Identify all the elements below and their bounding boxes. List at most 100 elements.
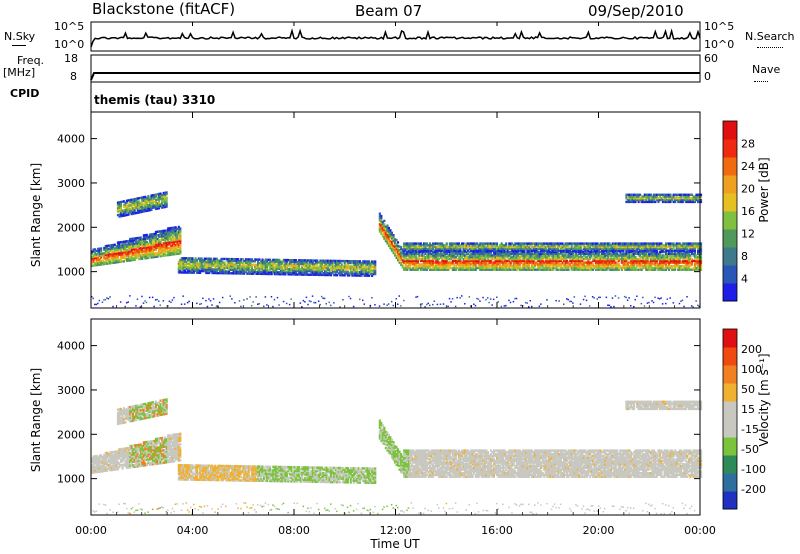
range-cell <box>465 257 468 261</box>
range-cell <box>209 262 212 266</box>
range-cell <box>413 244 416 247</box>
range-cell <box>139 256 142 259</box>
range-cell <box>594 268 597 271</box>
range-cell <box>113 247 116 250</box>
range-cell <box>470 266 473 270</box>
range-cell <box>669 250 672 254</box>
range-cell <box>228 268 231 271</box>
range-cell <box>126 240 129 243</box>
range-cell <box>365 274 368 277</box>
range-cell <box>164 195 167 198</box>
range-cell <box>205 264 208 267</box>
range-cell <box>164 191 167 194</box>
range-cell <box>235 258 238 261</box>
range-cell <box>317 273 320 277</box>
range-cell <box>442 249 445 252</box>
range-cell <box>162 231 165 234</box>
range-cell <box>183 257 186 260</box>
range-cell <box>118 251 121 255</box>
range-cell <box>159 230 162 233</box>
range-cell <box>633 254 636 257</box>
range-cell <box>129 237 132 241</box>
range-cell <box>444 250 447 254</box>
range-cell <box>269 265 272 269</box>
range-cell <box>643 259 646 263</box>
range-cell <box>538 247 541 251</box>
range-cell <box>429 266 432 270</box>
range-cell <box>668 263 671 266</box>
range-cell <box>272 262 275 265</box>
range-cell <box>362 265 365 268</box>
range-cell <box>634 198 637 202</box>
range-cell <box>424 247 427 251</box>
range-cell <box>357 267 360 270</box>
range-cell <box>541 254 544 257</box>
range-cell <box>418 247 421 251</box>
range-cell <box>127 259 130 262</box>
range-cell <box>657 247 660 251</box>
range-cell <box>561 249 564 252</box>
range-cell <box>648 268 651 271</box>
range-cell <box>657 197 660 200</box>
range-cell <box>591 250 594 254</box>
range-cell <box>257 267 260 270</box>
range-cell <box>301 273 304 276</box>
range-cell <box>636 261 639 264</box>
range-cell <box>407 266 410 270</box>
range-cell <box>161 254 164 258</box>
range-cell <box>591 259 594 263</box>
range-cell <box>250 272 253 275</box>
range-cell <box>103 255 106 259</box>
range-cell <box>378 212 381 215</box>
range-cell <box>581 265 584 268</box>
range-cell <box>663 254 666 257</box>
range-cell <box>489 242 492 245</box>
range-cell <box>616 250 619 254</box>
range-cell <box>258 262 261 265</box>
scatter-cell <box>464 303 466 305</box>
range-cell <box>582 245 585 249</box>
range-cell <box>486 250 489 254</box>
range-cell <box>151 197 154 201</box>
range-cell <box>505 256 508 259</box>
range-cell <box>147 247 150 251</box>
range-cell <box>247 270 250 274</box>
scatter-cell <box>313 301 315 304</box>
range-cell <box>123 214 126 217</box>
range-cell <box>118 202 121 206</box>
range-cell <box>607 257 610 261</box>
range-cell <box>594 247 597 251</box>
range-cell <box>345 263 348 266</box>
range-cell <box>639 198 642 202</box>
range-cell <box>249 265 252 268</box>
range-cell <box>121 240 124 244</box>
range-cell <box>593 252 596 255</box>
range-cell <box>307 259 310 262</box>
range-cell <box>278 267 281 270</box>
range-cell <box>366 274 369 277</box>
range-cell <box>602 247 605 251</box>
range-cell <box>521 249 524 252</box>
range-cell <box>611 242 614 245</box>
range-cell <box>392 234 395 237</box>
scatter-cell <box>317 300 320 302</box>
range-cell <box>492 252 495 255</box>
scatter-cell <box>112 305 114 308</box>
range-cell <box>330 266 333 270</box>
range-cell <box>581 256 584 259</box>
range-cell <box>593 259 596 263</box>
range-cell <box>161 235 164 238</box>
range-cell <box>642 250 645 254</box>
range-cell <box>148 233 151 236</box>
range-cell <box>582 252 585 255</box>
range-cell <box>170 230 173 233</box>
scatter-cell <box>206 305 209 308</box>
range-cell <box>98 252 101 256</box>
range-cell <box>441 244 444 247</box>
range-cell <box>445 266 448 270</box>
range-cell <box>167 239 170 243</box>
range-cell <box>450 245 453 249</box>
range-cell <box>269 269 272 272</box>
range-cell <box>468 242 471 245</box>
range-cell <box>292 273 295 276</box>
